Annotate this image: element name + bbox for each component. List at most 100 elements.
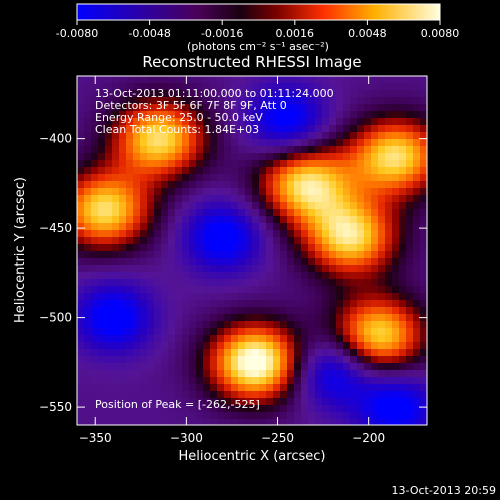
heatmap-cell (385, 286, 393, 294)
heatmap-cell (98, 223, 106, 231)
heatmap-cell (161, 216, 169, 224)
heatmap-cell (161, 139, 169, 147)
heatmap-cell (294, 314, 302, 322)
heatmap-cell (154, 391, 162, 399)
heatmap-cell (154, 412, 162, 420)
heatmap-cell (350, 167, 358, 175)
heatmap-cell (182, 265, 190, 273)
heatmap-cell (378, 83, 386, 91)
heatmap-cell (392, 398, 400, 406)
heatmap-cell (161, 405, 169, 413)
heatmap-cell (371, 314, 379, 322)
heatmap-cell (91, 398, 99, 406)
heatmap-cell (77, 209, 85, 217)
heatmap-cell (210, 293, 218, 301)
heatmap-cell (259, 314, 267, 322)
heatmap-cell (266, 202, 274, 210)
heatmap-cell (161, 153, 169, 161)
heatmap-cell (168, 286, 176, 294)
heatmap-cell (343, 223, 351, 231)
heatmap-cell (196, 160, 204, 168)
heatmap-cell (196, 384, 204, 392)
heatmap-cell (259, 118, 267, 126)
heatmap-cell (322, 321, 330, 329)
heatmap-cell (231, 419, 239, 425)
heatmap-cell (119, 314, 127, 322)
heatmap-cell (329, 307, 337, 315)
heatmap-cell (245, 223, 253, 231)
heatmap-cell (77, 90, 85, 98)
heatmap-cell (378, 391, 386, 399)
heatmap-cell (77, 412, 85, 420)
heatmap-cell (168, 83, 176, 91)
heatmap-cell (266, 174, 274, 182)
heatmap-cell (322, 132, 330, 140)
heatmap-cell (147, 90, 155, 98)
heatmap-cell (413, 349, 421, 357)
heatmap-cell (399, 90, 407, 98)
heatmap-cell (196, 258, 204, 266)
heatmap-cell (287, 279, 295, 287)
heatmap-cell (224, 384, 232, 392)
heatmap-cell (399, 405, 407, 413)
heatmap-cell (336, 146, 344, 154)
heatmap-cell (322, 419, 330, 425)
heatmap-cell (168, 314, 176, 322)
heatmap-cell (161, 419, 169, 425)
heatmap-cell (399, 307, 407, 315)
heatmap-cell (371, 244, 379, 252)
heatmap-cell (231, 132, 239, 140)
heatmap-cell (112, 209, 120, 217)
heatmap-cell (98, 419, 106, 425)
heatmap-cell (259, 83, 267, 91)
heatmap-cell (357, 419, 365, 425)
heatmap-cell (266, 104, 274, 112)
heatmap-cell (322, 398, 330, 406)
heatmap-cell (154, 300, 162, 308)
heatmap-cell (392, 181, 400, 189)
heatmap-cell (77, 139, 85, 147)
heatmap-cell (196, 307, 204, 315)
heatmap-cell (322, 160, 330, 168)
heatmap-cell (406, 321, 414, 329)
heatmap-cell (189, 293, 197, 301)
heatmap-cell (301, 419, 309, 425)
heatmap-cell (245, 216, 253, 224)
heatmap-cell (224, 146, 232, 154)
heatmap-cell (77, 174, 85, 182)
heatmap-cell (119, 153, 127, 161)
heatmap-cell (350, 153, 358, 161)
heatmap-cell (161, 286, 169, 294)
heatmap-cell (77, 167, 85, 175)
heatmap-cell (308, 412, 316, 420)
heatmap-cell (91, 223, 99, 231)
heatmap-cell (203, 286, 211, 294)
heatmap-cell (378, 90, 386, 98)
heatmap-cell (343, 97, 351, 105)
heatmap-cell (315, 209, 323, 217)
heatmap-cell (322, 181, 330, 189)
heatmap-cell (252, 202, 260, 210)
heatmap-cell (119, 209, 127, 217)
heatmap-cell (238, 321, 246, 329)
heatmap-cell (252, 83, 260, 91)
heatmap-cell (336, 132, 344, 140)
heatmap-cell (224, 230, 232, 238)
heatmap-cell (399, 293, 407, 301)
heatmap-cell (315, 321, 323, 329)
heatmap-cell (98, 139, 106, 147)
heatmap-cell (217, 349, 225, 357)
heatmap-cell (238, 412, 246, 420)
heatmap-cell (294, 391, 302, 399)
heatmap-cell (308, 104, 316, 112)
heatmap-cell (119, 356, 127, 364)
heatmap-cell (413, 167, 421, 175)
heatmap-cell (266, 181, 274, 189)
heatmap-cell (231, 111, 239, 119)
heatmap-cell (259, 321, 267, 329)
heatmap-cell (252, 132, 260, 140)
heatmap-cell (413, 223, 421, 231)
heatmap-cell (126, 125, 134, 133)
heatmap-cell (308, 265, 316, 273)
heatmap-cell (140, 272, 148, 280)
